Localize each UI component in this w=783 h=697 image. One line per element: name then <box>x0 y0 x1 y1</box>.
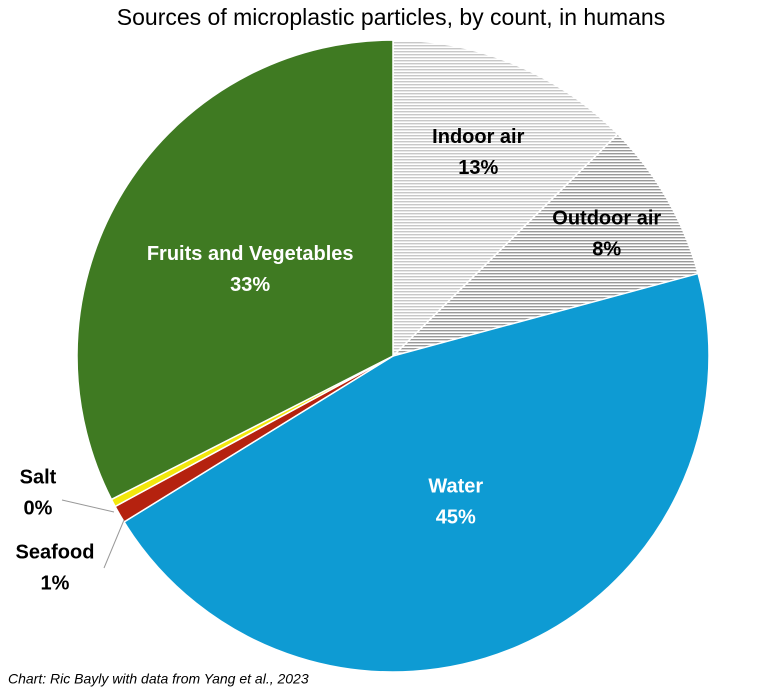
slice-value-label: 8% <box>592 238 621 260</box>
slice-label: Water <box>428 475 483 497</box>
slice-value-label: 1% <box>41 572 70 594</box>
pie-slice <box>392 39 619 358</box>
slice-label: Fruits and Vegetables <box>147 243 354 265</box>
slice-label: Salt <box>20 466 57 488</box>
leader-line <box>103 519 125 569</box>
slice-value-label: 33% <box>230 274 270 296</box>
labels: Indoor air 13% Outdoor air 8% Water 45% Seafoo… <box>16 126 662 594</box>
chart-title: Sources of microplastic particles, by co… <box>117 4 665 30</box>
pie <box>76 39 710 673</box>
pie-slice <box>123 272 710 673</box>
leader-line <box>61 499 115 513</box>
slice-label: Indoor air <box>432 126 524 148</box>
slice-label: Outdoor air <box>552 207 661 229</box>
slice-label: Seafood <box>16 541 95 563</box>
slice-value-label: 45% <box>436 506 476 528</box>
slice-value-label: 0% <box>24 497 53 519</box>
source-note: Chart: Ric Bayly with data from Yang et … <box>8 671 309 687</box>
pie-slice <box>390 132 699 358</box>
pie-slice <box>76 39 394 501</box>
slice-value-label: 13% <box>458 157 498 179</box>
